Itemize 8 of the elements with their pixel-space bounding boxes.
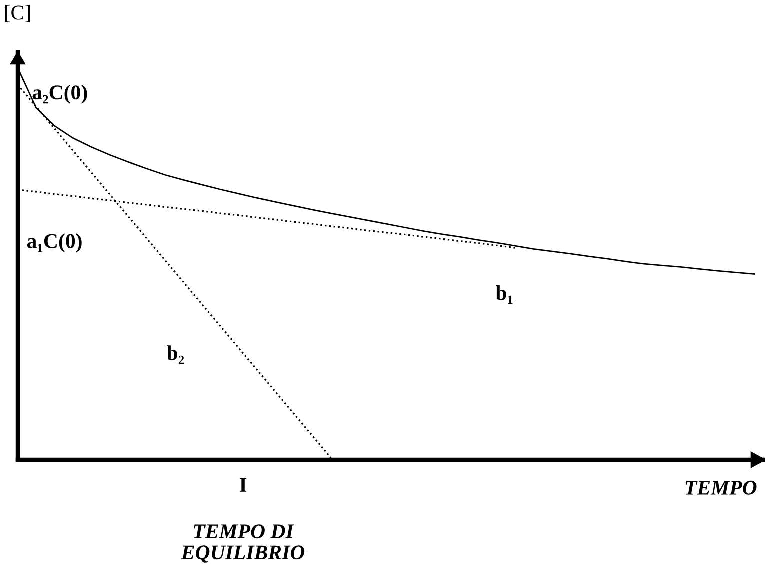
annotation: b₂ bbox=[167, 346, 184, 364]
y-axis-title: [C] bbox=[5, 5, 30, 22]
text: TEMPO DI EQUILIBRIO bbox=[181, 524, 305, 563]
annotation: a₂C(0) bbox=[32, 85, 88, 104]
text: I bbox=[240, 478, 247, 492]
annotation: a₁C(0) bbox=[27, 234, 82, 253]
x-axis-title: TEMPO bbox=[686, 480, 757, 495]
annotation: b₁ bbox=[496, 286, 513, 304]
